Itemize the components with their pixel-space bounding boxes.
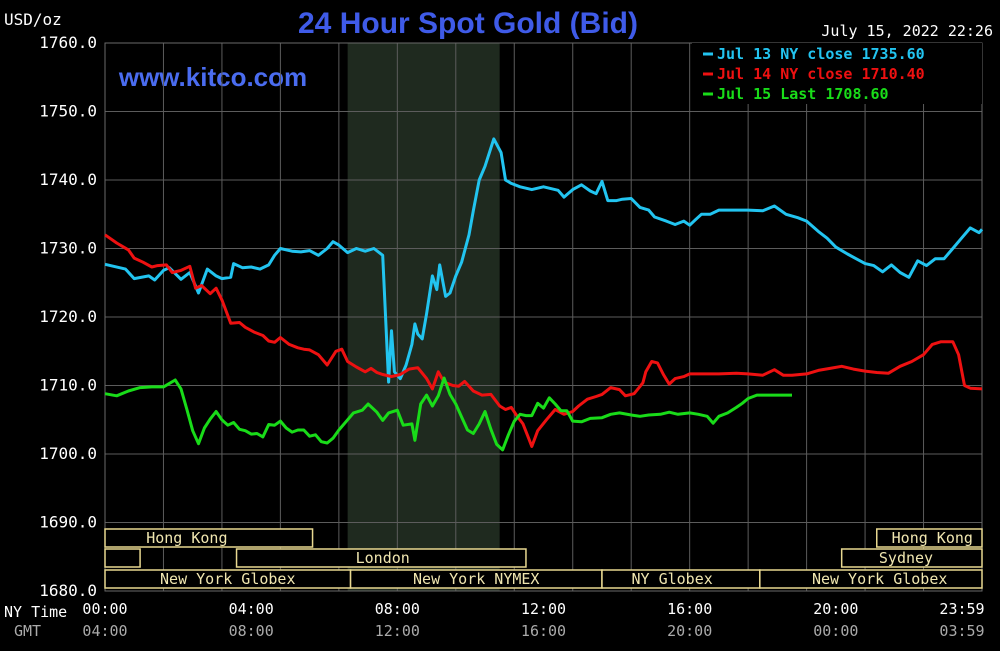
legend: Jul 13 NY close 1735.60 Jul 14 NY close 1… bbox=[692, 43, 982, 104]
chart-timestamp: July 15, 2022 22:26 bbox=[821, 22, 993, 40]
ny-time-row-label: NY Time bbox=[4, 603, 67, 621]
session-bar bbox=[104, 548, 141, 568]
series-line-3 bbox=[104, 376, 792, 452]
session-bar bbox=[235, 548, 527, 568]
x-tick-ny-label: 00:00 bbox=[82, 600, 127, 618]
plot-frame bbox=[104, 42, 983, 592]
x-tick-gmt-label: 20:00 bbox=[667, 622, 712, 640]
x-tick-ny-label: 16:00 bbox=[667, 600, 712, 618]
y-tick-label: 1690.0 bbox=[39, 513, 97, 532]
x-tick-ny-label: 12:00 bbox=[521, 600, 566, 618]
session-label: Sydney bbox=[879, 549, 933, 567]
y-tick-label: 1740.0 bbox=[39, 170, 97, 189]
x-tick-ny-label: 08:00 bbox=[375, 600, 420, 618]
session-label: NY Globex bbox=[631, 570, 712, 588]
session-bar bbox=[759, 569, 983, 589]
x-tick-gmt-label: 00:00 bbox=[813, 622, 858, 640]
x-tick-gmt-label: 12:00 bbox=[375, 622, 420, 640]
y-tick-label: 1710.0 bbox=[39, 376, 97, 395]
watermark-url: www.kitco.com bbox=[118, 62, 307, 92]
session-label: London bbox=[356, 549, 410, 567]
gmt-row-label: GMT bbox=[14, 622, 41, 640]
x-tick-gmt-label: 03:59 bbox=[939, 622, 984, 640]
session-label: Hong Kong bbox=[892, 529, 973, 547]
session-label: New York Globex bbox=[812, 570, 947, 588]
legend-entry: Jul 15 Last 1708.60 bbox=[717, 85, 889, 103]
x-tick-ny-label: 23:59 bbox=[939, 600, 984, 618]
session-label: Hong Kong bbox=[146, 529, 227, 547]
legend-entry: Jul 14 NY close 1710.40 bbox=[717, 65, 925, 83]
session-bar bbox=[840, 548, 983, 568]
y-tick-label: 1750.0 bbox=[39, 102, 97, 121]
session-bar bbox=[876, 528, 983, 548]
legend-entry: Jul 13 NY close 1735.60 bbox=[717, 45, 925, 63]
grid-lines bbox=[104, 42, 983, 592]
series-line-2 bbox=[104, 233, 983, 448]
x-tick-ny-label: 20:00 bbox=[813, 600, 858, 618]
series-line-1 bbox=[104, 137, 984, 384]
y-tick-label: 1700.0 bbox=[39, 444, 97, 463]
session-label: New York Globex bbox=[160, 570, 295, 588]
legend-box bbox=[692, 43, 982, 104]
y-tick-label: 1680.0 bbox=[39, 581, 97, 600]
y-axis-ticks: 1760.0 1750.0 1740.0 1730.0 1720.0 1710.0 1700… bbox=[39, 33, 97, 600]
chart-title: 24 Hour Spot Gold (Bid) bbox=[298, 7, 638, 40]
y-tick-label: 1760.0 bbox=[39, 33, 97, 52]
x-tick-gmt-label: 04:00 bbox=[82, 622, 127, 640]
x-tick-gmt-label: 08:00 bbox=[229, 622, 274, 640]
session-bar bbox=[104, 528, 314, 548]
x-tick-ny-label: 04:00 bbox=[229, 600, 274, 618]
y-tick-label: 1720.0 bbox=[39, 307, 97, 326]
y-axis-unit-label: USD/oz bbox=[4, 10, 62, 29]
market-sessions: Hong Kong Hong Kong London Sydney New York G… bbox=[104, 528, 983, 589]
x-tick-gmt-label: 16:00 bbox=[521, 622, 566, 640]
y-tick-label: 1730.0 bbox=[39, 239, 97, 258]
session-label: New York NYMEX bbox=[413, 570, 539, 588]
x-axis-ticks: 00:00 04:00 04:00 08:00 08:00 12:00 12:00 16:00… bbox=[82, 600, 984, 640]
series-lines bbox=[104, 137, 984, 452]
